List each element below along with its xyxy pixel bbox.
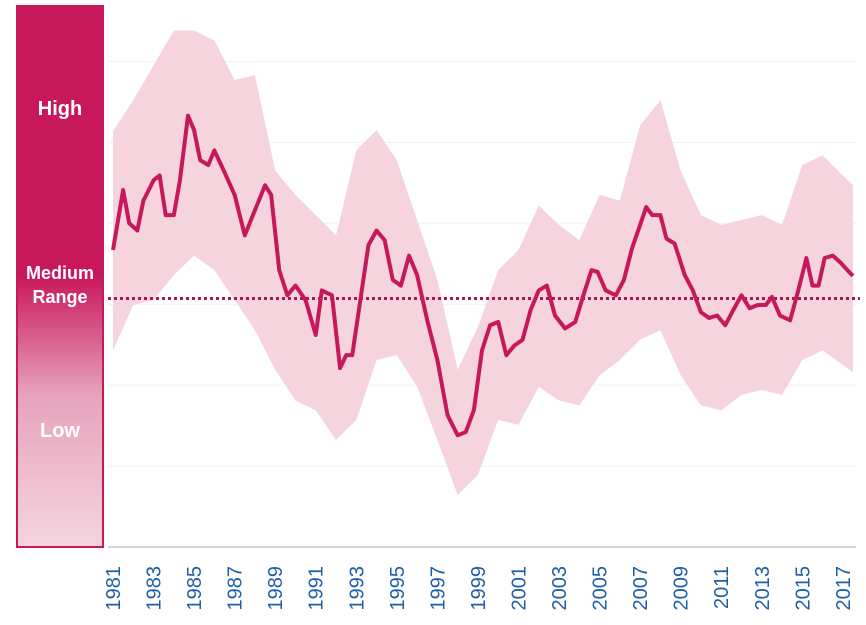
x-tick-label: 2013 [752,566,774,611]
x-tick-label: 1981 [103,566,125,611]
low-label: Low [40,420,80,442]
x-tick-label: 1999 [468,566,490,611]
x-tick-label: 2007 [630,566,652,611]
x-tick-label: 1991 [306,566,328,611]
x-tick-label: 2003 [549,566,571,611]
series-line [111,113,855,438]
x-tick-label: 2015 [792,566,814,611]
x-tick-label: 2011 [711,566,733,609]
x-tick-label: 1985 [184,566,206,611]
x-tick-label: 1983 [144,566,166,611]
medium-label: Medium Range [25,263,94,307]
x-tick-label: 1989 [265,566,287,611]
x-tick-label: 2017 [833,566,855,611]
x-tick-label: 1993 [346,566,368,611]
scale-panel [16,5,104,548]
x-tick-label: 1987 [225,566,247,611]
high-label: High [37,98,83,120]
x-tick-label: 1995 [387,566,409,611]
range-band [113,30,853,496]
x-tick-label: 2005 [590,566,612,611]
x-tick-label: 2009 [671,566,693,611]
x-tick-label: 2001 [508,566,530,611]
x-tick-label: 1997 [427,566,449,611]
